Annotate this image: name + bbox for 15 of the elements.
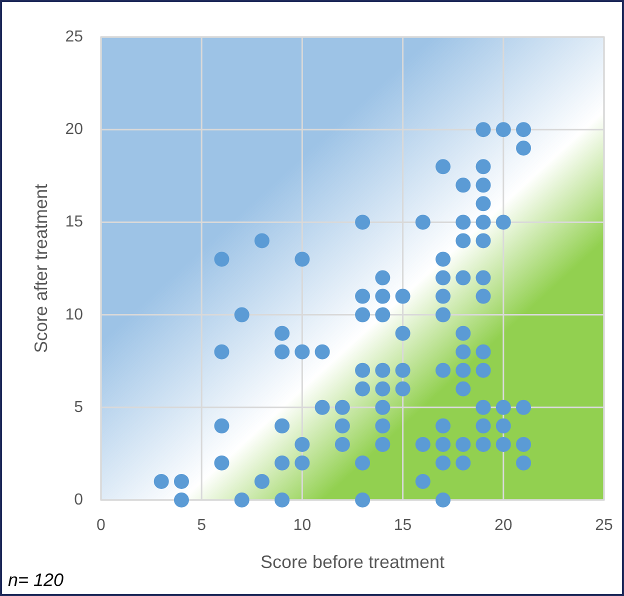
x-axis-title: Score before treatment [260, 552, 445, 572]
y-tick-label: 25 [65, 28, 84, 46]
x-tick-label: 20 [494, 517, 512, 534]
y-tick-label: 0 [74, 492, 84, 508]
y-tick-label: 15 [65, 214, 84, 231]
text: n= 120 [8, 570, 64, 590]
x-tick-label: 15 [394, 517, 412, 534]
x-tick-label: 10 [293, 517, 312, 534]
y-tick-label: 10 [65, 306, 84, 324]
x-tick-label: 25 [595, 517, 613, 534]
y-axis-title: Score after treatment [31, 184, 51, 354]
x-tick-label: 0 [96, 517, 106, 534]
y-tick-label: 20 [65, 121, 84, 138]
x-tick-label: 5 [197, 517, 206, 534]
y-tick-label: 5 [74, 398, 84, 416]
